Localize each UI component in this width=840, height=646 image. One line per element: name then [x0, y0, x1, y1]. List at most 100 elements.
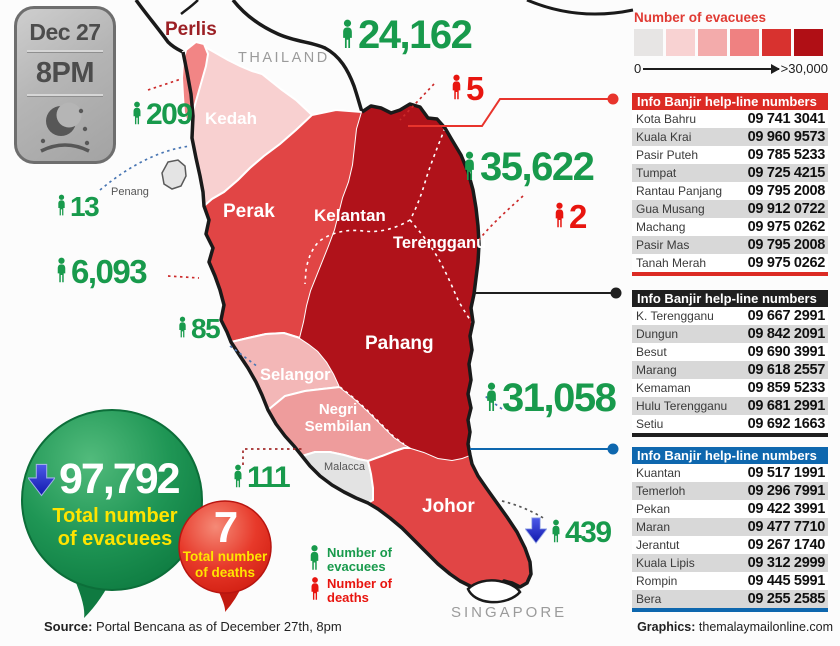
scale-swatch [666, 29, 695, 56]
scale-axis-arrow [643, 63, 781, 74]
perlis-label: Perlis [165, 19, 217, 40]
helpline-table-kelantan: Info Banjir help-line numbers Kota Bahru… [632, 93, 828, 276]
scale-swatch [794, 29, 823, 56]
terengganu-evacuees-figure: 35,622 [462, 147, 595, 187]
penang-island-shape [161, 159, 187, 190]
date-badge: Dec 27 8PM [14, 6, 116, 164]
scale-swatch [730, 29, 759, 56]
person-icon [234, 464, 242, 488]
total-evacuees-caption: Total number of evacuees [52, 505, 178, 550]
thailand-malaysia-border-line [231, 0, 364, 113]
helpline-table-pahang: Info Banjir help-line numbers Kuantan 09 … [632, 447, 828, 612]
table-row: Hulu Terengganu 09 681 2991 [632, 397, 828, 415]
evacuee-scale-legend: Number of evacuees 0 >30,000 [634, 10, 828, 76]
person-icon [343, 19, 352, 48]
table-row: Tumpat 09 725 4215 [632, 164, 828, 182]
scale-axis: 0 >30,000 [634, 61, 828, 76]
selangor-evacuees-figure: 85 [177, 314, 221, 342]
key-evacuees: Number of evacuees [327, 545, 392, 574]
scale-swatch [634, 29, 663, 56]
night-moon-icon [40, 102, 90, 153]
table-row: K. Terengganu 09 667 2991 [636, 308, 825, 324]
table-row: Machang 09 975 0262 [636, 219, 825, 235]
table-row: Dungun 09 842 2091 [632, 325, 828, 343]
table-connectors [408, 93, 622, 455]
table-row: Rantau Panjang 09 795 2008 [636, 183, 825, 199]
internal-state-borders [304, 127, 474, 445]
johor-evacuees-figure: 439 [525, 517, 612, 548]
table-row: Kuantan 09 517 1991 [636, 465, 825, 481]
perak-label: Perak [223, 201, 275, 222]
total-deaths-value: 7 [213, 503, 239, 552]
table-row: Pasir Puteh 09 785 5233 [636, 147, 825, 163]
table-row: Maran 09 477 7710 [632, 518, 828, 536]
thailand-west-coast-line [134, 0, 184, 54]
kedah-label: Kedah [205, 109, 257, 128]
table-row: Rompin 09 445 5991 [636, 573, 825, 589]
thailand-border-nub [180, 0, 199, 15]
perak-evacuees-figure: 6,093 [55, 254, 148, 288]
thailand-label: THAILAND [238, 50, 330, 66]
table-row: Jerantut 09 267 1740 [636, 537, 825, 553]
scale-swatch [698, 29, 727, 56]
total-deaths-balloon [178, 500, 272, 612]
selangor-label: Selangor [260, 366, 331, 384]
kelantan-deaths-figure: 5 [450, 71, 484, 105]
state-malacca-shape [300, 451, 374, 505]
pahang-label: Pahang [365, 333, 434, 354]
scale-swatch [762, 29, 791, 56]
person-icon [57, 257, 66, 283]
badge-divider [27, 94, 103, 97]
malacca-label: Malacca [324, 461, 365, 473]
table-row: Bera 09 255 2585 [632, 590, 828, 608]
graphics-credit: Graphics: themalaymailonline.com [637, 620, 833, 634]
singapore-label: SINGAPORE [451, 604, 568, 621]
person-icon [552, 519, 560, 543]
scale-swatches [634, 29, 828, 56]
table-row: Kuala Lipis 09 312 2999 [632, 554, 828, 572]
badge-date: Dec 27 [29, 19, 101, 45]
negri-sembilan-evacuees-figure: 111 [232, 463, 291, 493]
kelantan-evacuees-figure: 24,162 [340, 15, 473, 55]
source-note: Source: Portal Bencana as of December 27… [44, 619, 342, 634]
table-row: Pekan 09 422 3991 [636, 501, 825, 517]
scale-min: 0 [634, 61, 642, 76]
terengganu-label: Terengganu [393, 234, 487, 252]
person-icon [311, 577, 319, 600]
thailand-east-coast-line [526, 0, 634, 16]
table-header: Info Banjir help-line numbers [632, 290, 828, 307]
table-footer-rule [632, 272, 828, 276]
pahang-evacuees-figure: 31,058 [484, 378, 617, 418]
state-perlis-shape [180, 40, 210, 124]
table-row: Kemaman 09 859 5233 [636, 380, 825, 396]
terengganu-deaths-figure: 2 [553, 199, 587, 233]
johor-label: Johor [422, 496, 475, 517]
total-evacuees-value: 97,792 [59, 455, 181, 503]
kelantan-label: Kelantan [314, 206, 386, 225]
states-kelantan-terengganu-pahang-shape [300, 104, 479, 460]
person-icon [487, 382, 496, 411]
table-footer-rule [632, 433, 828, 437]
table-row: Marang 09 618 2557 [632, 361, 828, 379]
table-row: Pasir Mas 09 795 2008 [632, 236, 828, 254]
table-header: Info Banjir help-line numbers [632, 93, 828, 110]
table-row: Setiu 09 692 1663 [636, 416, 825, 432]
kedah-evacuees-figure: 13 [56, 192, 100, 220]
scale-max: >30,000 [780, 61, 828, 76]
person-icon [452, 74, 461, 100]
penang-label: Penang [111, 186, 149, 198]
scale-title: Number of evacuees [634, 10, 767, 25]
decrease-arrow-icon [525, 517, 547, 544]
key-deaths: Number of deaths [327, 576, 392, 605]
total-evacuees-group: 97,792 [28, 455, 181, 503]
table-row: Gua Musang 09 912 0722 [632, 200, 828, 218]
helpline-table-terengganu: Info Banjir help-line numbers K. Terengg… [632, 290, 828, 437]
person-icon [310, 545, 319, 570]
negri-sembilan-label: Negri Sembilan [304, 401, 372, 435]
badge-divider [27, 50, 103, 53]
singapore-island-shape [466, 579, 522, 604]
table-row: Kota Bahru 09 741 3041 [636, 111, 825, 127]
table-row: Tanah Merah 09 975 0262 [636, 255, 825, 271]
